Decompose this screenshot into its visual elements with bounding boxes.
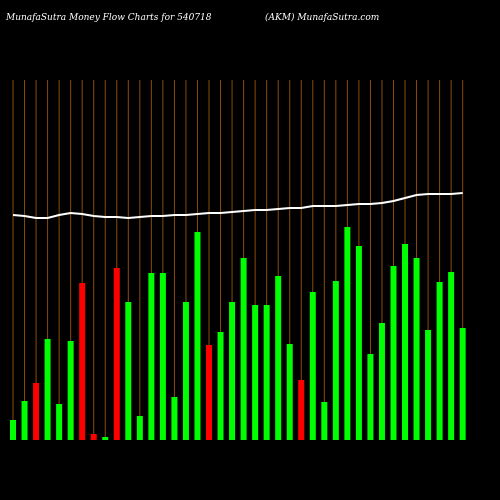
bar <box>79 283 86 440</box>
bar <box>263 305 270 440</box>
bar <box>240 258 247 440</box>
bar <box>21 401 28 440</box>
bar <box>33 383 40 440</box>
bar <box>194 232 201 440</box>
bar <box>90 434 97 440</box>
bar <box>309 292 316 440</box>
bar <box>125 302 132 440</box>
bar <box>436 282 443 440</box>
bar <box>113 268 120 440</box>
bar <box>159 273 166 440</box>
bar <box>367 354 374 440</box>
bar <box>413 258 420 440</box>
price-line <box>12 192 463 220</box>
bar <box>171 397 178 440</box>
bar <box>332 281 339 440</box>
bar <box>67 341 74 440</box>
bar <box>44 339 51 440</box>
bar <box>206 345 213 440</box>
bar <box>217 332 224 440</box>
bar <box>344 227 351 440</box>
bar <box>402 244 409 440</box>
bar <box>182 302 189 440</box>
bar <box>275 276 282 440</box>
bar <box>56 404 63 440</box>
bar <box>286 344 293 440</box>
bar <box>298 380 305 440</box>
bar <box>448 272 455 440</box>
bar <box>10 420 16 440</box>
bar <box>390 266 397 440</box>
bar <box>459 328 466 440</box>
bar <box>378 323 385 440</box>
chart-title: MunafaSutra Money Flow Charts for 540718 <box>5 13 212 23</box>
bar <box>102 437 109 440</box>
bar <box>321 402 328 440</box>
bar <box>136 416 143 440</box>
bar <box>229 302 236 440</box>
bar <box>148 273 155 440</box>
bar <box>425 330 432 440</box>
bar <box>252 305 259 440</box>
chart-subtitle: (AKM) MunafaSutra.com <box>265 12 379 23</box>
bar <box>355 246 362 440</box>
